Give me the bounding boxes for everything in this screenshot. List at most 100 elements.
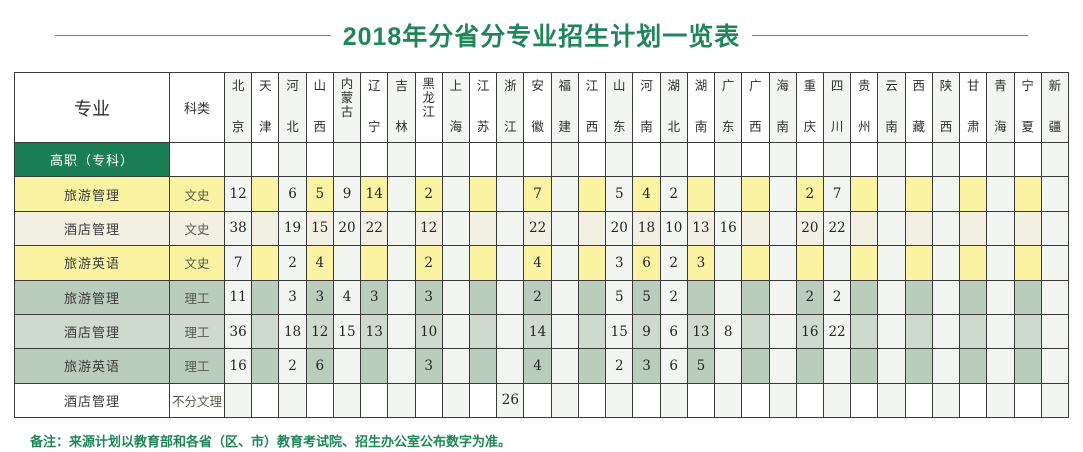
value-cell	[388, 211, 416, 247]
value-cell	[742, 383, 770, 418]
value-cell	[796, 349, 824, 384]
value-cell: 3	[415, 349, 443, 384]
province-header-char: 建	[558, 120, 572, 135]
province-header-char: 山	[613, 79, 626, 93]
value-cell	[497, 314, 525, 350]
value-cell: 2	[660, 177, 688, 212]
value-cell: 4	[524, 349, 552, 384]
province-header-char: 湖	[667, 79, 680, 93]
value-cell: 10	[660, 211, 688, 247]
value-cell	[388, 246, 416, 281]
province-header-char: 重	[803, 79, 817, 93]
province-header-char: 湖	[694, 79, 708, 93]
section-row-cell	[524, 143, 552, 178]
value-cell	[905, 314, 933, 350]
value-cell: 5	[606, 280, 634, 315]
province-header-char: 苏	[476, 120, 490, 135]
value-cell	[905, 349, 933, 384]
value-cell: 16	[225, 349, 253, 384]
value-cell: 7	[823, 177, 852, 212]
major-cell: 旅游英语	[15, 349, 170, 384]
column-header-province: 湖南	[687, 73, 716, 143]
value-cell: 3	[415, 280, 443, 315]
value-cell	[333, 383, 362, 418]
value-cell	[1014, 211, 1042, 247]
major-cell: 旅游英语	[15, 246, 170, 281]
province-header-char: 西	[313, 120, 327, 135]
major-cell: 酒店管理	[15, 211, 170, 247]
value-cell	[987, 280, 1015, 315]
province-header-char: 北	[286, 120, 299, 135]
value-cell	[687, 280, 716, 315]
section-row-category-cell	[170, 143, 225, 178]
value-cell	[987, 246, 1015, 281]
category-cell: 理工	[170, 349, 225, 384]
province-header-char: 青	[994, 79, 1007, 93]
province-header-char: 宁	[1021, 79, 1034, 93]
column-header-province: 上海	[442, 73, 471, 143]
value-cell	[769, 211, 797, 247]
value-cell	[905, 280, 933, 315]
value-cell: 4	[633, 177, 661, 212]
province-header-char: 海	[994, 120, 1007, 135]
value-cell	[660, 383, 688, 418]
value-cell	[769, 246, 797, 281]
column-header-province: 西藏	[905, 73, 933, 143]
column-header-province: 山东	[606, 73, 634, 143]
column-header-province: 北京	[225, 73, 253, 143]
value-cell: 6	[306, 349, 334, 384]
section-row-cell	[606, 143, 634, 178]
value-cell	[715, 383, 743, 418]
value-cell: 18	[279, 314, 307, 350]
value-cell: 9	[333, 177, 362, 212]
column-header-province: 甘肃	[960, 73, 988, 143]
column-header-province: 江西	[578, 73, 607, 143]
province-header-char: 广	[749, 79, 762, 93]
value-cell	[905, 177, 933, 212]
value-cell: 5	[306, 177, 334, 212]
value-cell	[932, 246, 961, 281]
value-cell	[388, 383, 416, 418]
page-header: 2018年分省分专业招生计划一览表	[0, 18, 1083, 52]
value-cell	[361, 246, 389, 281]
province-header-char: 海	[449, 120, 463, 135]
value-cell: 3	[279, 280, 307, 315]
value-cell	[470, 280, 498, 315]
value-cell: 11	[225, 280, 253, 315]
value-cell	[470, 246, 498, 281]
province-header-char: 辽	[367, 79, 381, 93]
value-cell	[1014, 246, 1042, 281]
page-title: 2018年分省分专业招生计划一览表	[342, 23, 741, 51]
value-cell	[442, 177, 471, 212]
column-header-province: 山西	[306, 73, 334, 143]
value-cell: 5	[633, 280, 661, 315]
value-cell: 2	[415, 177, 443, 212]
section-row-cell	[851, 143, 879, 178]
province-header-char: 江	[422, 104, 435, 119]
value-cell: 9	[633, 314, 661, 350]
column-header-province: 内蒙古	[333, 73, 362, 143]
major-cell: 酒店管理	[15, 314, 170, 350]
value-cell	[252, 246, 280, 281]
section-row-cell	[497, 143, 525, 178]
value-cell	[905, 211, 933, 247]
province-header-char: 广	[721, 79, 735, 93]
value-cell	[851, 383, 879, 418]
column-header-province: 贵州	[851, 73, 879, 143]
value-cell	[932, 314, 961, 350]
value-cell	[715, 246, 743, 281]
province-header-char: 江	[504, 120, 517, 135]
province-header-char: 古	[340, 104, 354, 119]
value-cell	[388, 314, 416, 350]
value-cell	[878, 246, 906, 281]
value-cell	[578, 280, 607, 315]
value-cell	[960, 177, 988, 212]
value-cell: 10	[415, 314, 443, 350]
province-header-char: 疆	[1048, 120, 1062, 135]
value-cell	[361, 349, 389, 384]
value-cell	[442, 211, 471, 247]
value-cell	[932, 280, 961, 315]
province-header-char: 西	[939, 120, 953, 135]
province-header-char: 陕	[939, 79, 953, 93]
